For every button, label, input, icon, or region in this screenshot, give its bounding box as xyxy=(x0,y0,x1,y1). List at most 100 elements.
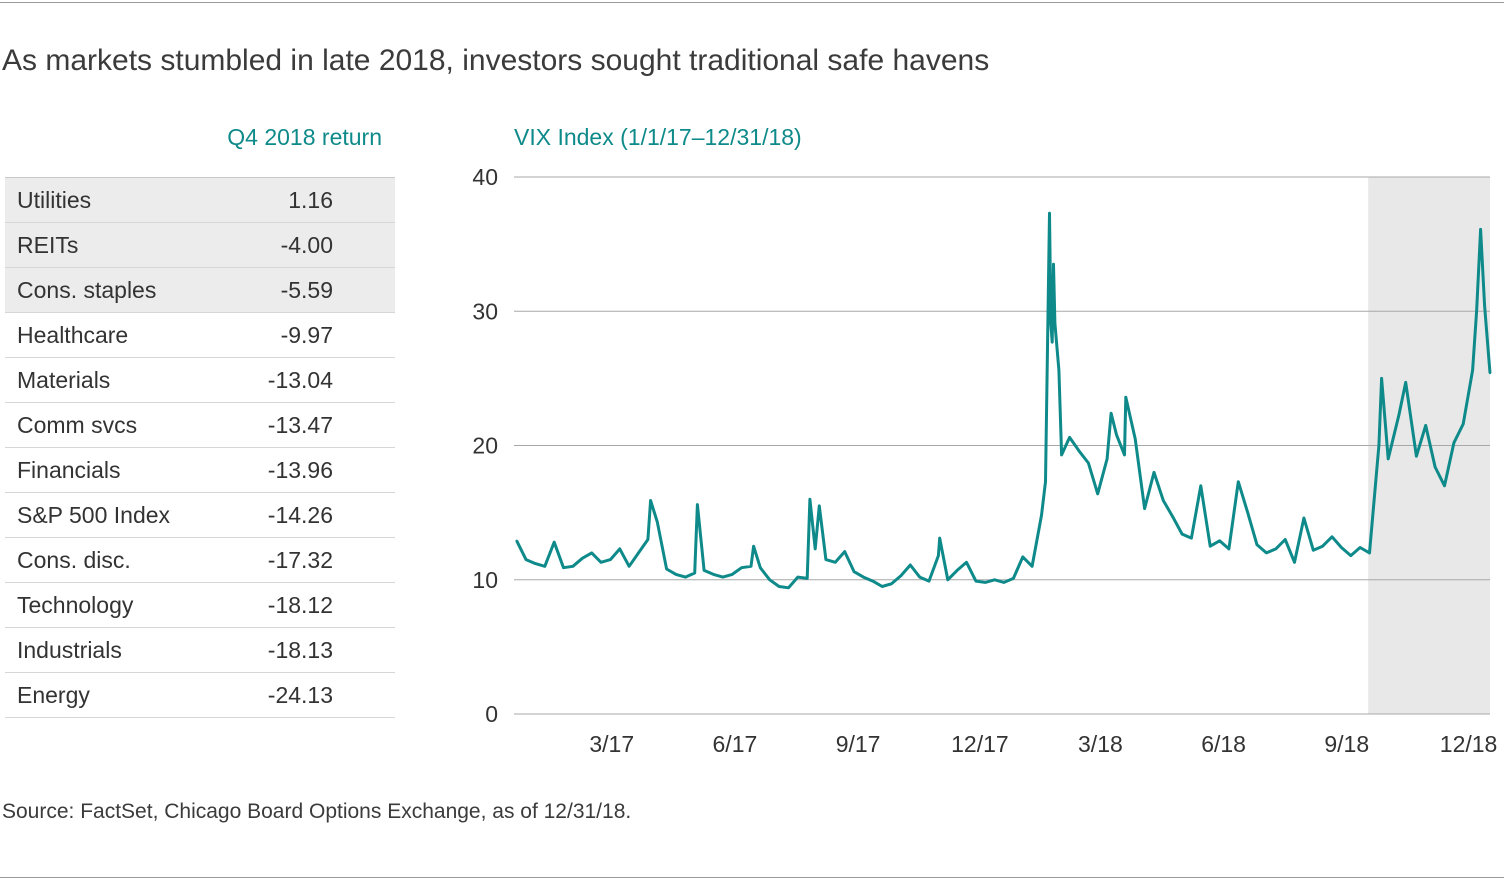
x-tick-label: 12/18 xyxy=(1440,731,1498,757)
data-point xyxy=(787,586,790,590)
x-tick-label: 3/18 xyxy=(1078,731,1123,757)
data-point xyxy=(665,567,668,571)
data-point xyxy=(627,565,631,568)
data-point xyxy=(1377,444,1381,447)
data-point xyxy=(693,571,696,575)
data-point xyxy=(590,551,593,555)
data-point xyxy=(880,585,884,588)
data-point xyxy=(1415,455,1418,458)
table-header: Q4 2018 return xyxy=(227,124,382,150)
x-tick-label: 9/17 xyxy=(836,731,881,757)
data-point xyxy=(1404,381,1407,384)
data-point xyxy=(1321,544,1324,548)
table-row: REITs -4.00 xyxy=(5,223,395,268)
returns-table: Utilities 1.16 REITs -4.00 Cons. staples -5.5… xyxy=(5,177,395,718)
data-point xyxy=(1433,465,1437,469)
data-point xyxy=(1109,412,1113,415)
data-point xyxy=(938,536,941,540)
row-value: -9.97 xyxy=(280,322,333,348)
data-point xyxy=(927,579,931,583)
data-point xyxy=(965,561,968,564)
data-point xyxy=(1052,263,1055,266)
data-point xyxy=(1087,461,1090,465)
row-label: Materials xyxy=(17,367,111,393)
row-value: -18.12 xyxy=(267,592,333,618)
data-point xyxy=(1044,480,1047,483)
data-point xyxy=(1002,581,1006,584)
row-value: -13.04 xyxy=(267,367,333,393)
row-label: Utilities xyxy=(17,187,92,213)
bottom-rule xyxy=(0,877,1504,878)
data-point xyxy=(937,554,940,557)
data-point xyxy=(1049,323,1053,326)
data-point xyxy=(824,558,828,561)
data-point xyxy=(684,575,687,579)
data-point xyxy=(1475,310,1478,313)
data-point xyxy=(1162,499,1165,502)
data-point xyxy=(1208,544,1212,548)
data-point xyxy=(1199,484,1203,487)
data-point xyxy=(1077,449,1081,453)
data-point xyxy=(1190,536,1193,540)
source-note: Source: FactSet, Chicago Board Options E… xyxy=(2,800,632,823)
y-tick-label: 30 xyxy=(472,298,498,324)
row-value: -13.96 xyxy=(267,457,333,483)
data-point xyxy=(1053,322,1057,325)
row-value: -13.47 xyxy=(267,412,333,438)
data-point xyxy=(1479,228,1482,231)
data-point xyxy=(1134,437,1137,440)
data-point xyxy=(1218,539,1221,543)
data-point xyxy=(1040,514,1043,517)
data-point xyxy=(955,569,959,572)
data-point xyxy=(571,565,575,568)
data-point xyxy=(1302,516,1306,520)
data-point xyxy=(1171,515,1174,518)
table-row: Materials -13.04 xyxy=(5,358,395,403)
row-label: Technology xyxy=(17,592,134,618)
data-point xyxy=(1048,212,1051,215)
table-row: Comm svcs -13.47 xyxy=(5,403,395,448)
data-point xyxy=(1255,543,1259,547)
data-point xyxy=(1358,546,1362,549)
row-value: -4.00 xyxy=(280,232,333,258)
data-point xyxy=(899,574,903,577)
data-point xyxy=(1152,471,1156,474)
x-tick-label: 3/17 xyxy=(589,731,634,757)
data-point xyxy=(581,557,584,560)
data-point xyxy=(1312,549,1315,552)
vix-series-line xyxy=(515,211,1492,590)
row-label: Financials xyxy=(17,457,121,483)
page-title: As markets stumbled in late 2018, invest… xyxy=(2,44,990,77)
row-value: -5.59 xyxy=(280,277,333,303)
data-point xyxy=(1123,453,1126,457)
data-point xyxy=(1274,547,1277,551)
data-point xyxy=(646,538,650,541)
data-point xyxy=(1180,532,1184,536)
data-point xyxy=(1096,492,1099,496)
data-point xyxy=(696,503,699,506)
data-point xyxy=(562,566,565,569)
data-point xyxy=(674,573,678,576)
row-label: Healthcare xyxy=(17,322,129,348)
data-point xyxy=(814,547,817,551)
data-point xyxy=(731,573,734,576)
row-label: Energy xyxy=(17,682,90,708)
row-value: -18.13 xyxy=(267,637,333,663)
data-point xyxy=(1021,555,1024,559)
data-point xyxy=(777,585,781,588)
data-point xyxy=(1246,511,1249,514)
data-point xyxy=(1283,538,1287,541)
row-label: Industrials xyxy=(17,637,122,663)
data-point xyxy=(862,575,865,579)
table-row: S&P 500 Index -14.26 xyxy=(5,493,395,538)
row-value: -14.26 xyxy=(267,502,333,528)
data-point xyxy=(637,551,640,555)
data-point xyxy=(852,570,856,573)
data-point xyxy=(1368,551,1371,555)
data-point xyxy=(752,544,755,548)
table-row: Utilities 1.16 xyxy=(5,178,395,223)
data-point xyxy=(1012,577,1015,580)
data-point xyxy=(1057,369,1061,372)
data-point xyxy=(1115,433,1118,436)
data-point xyxy=(702,569,706,572)
